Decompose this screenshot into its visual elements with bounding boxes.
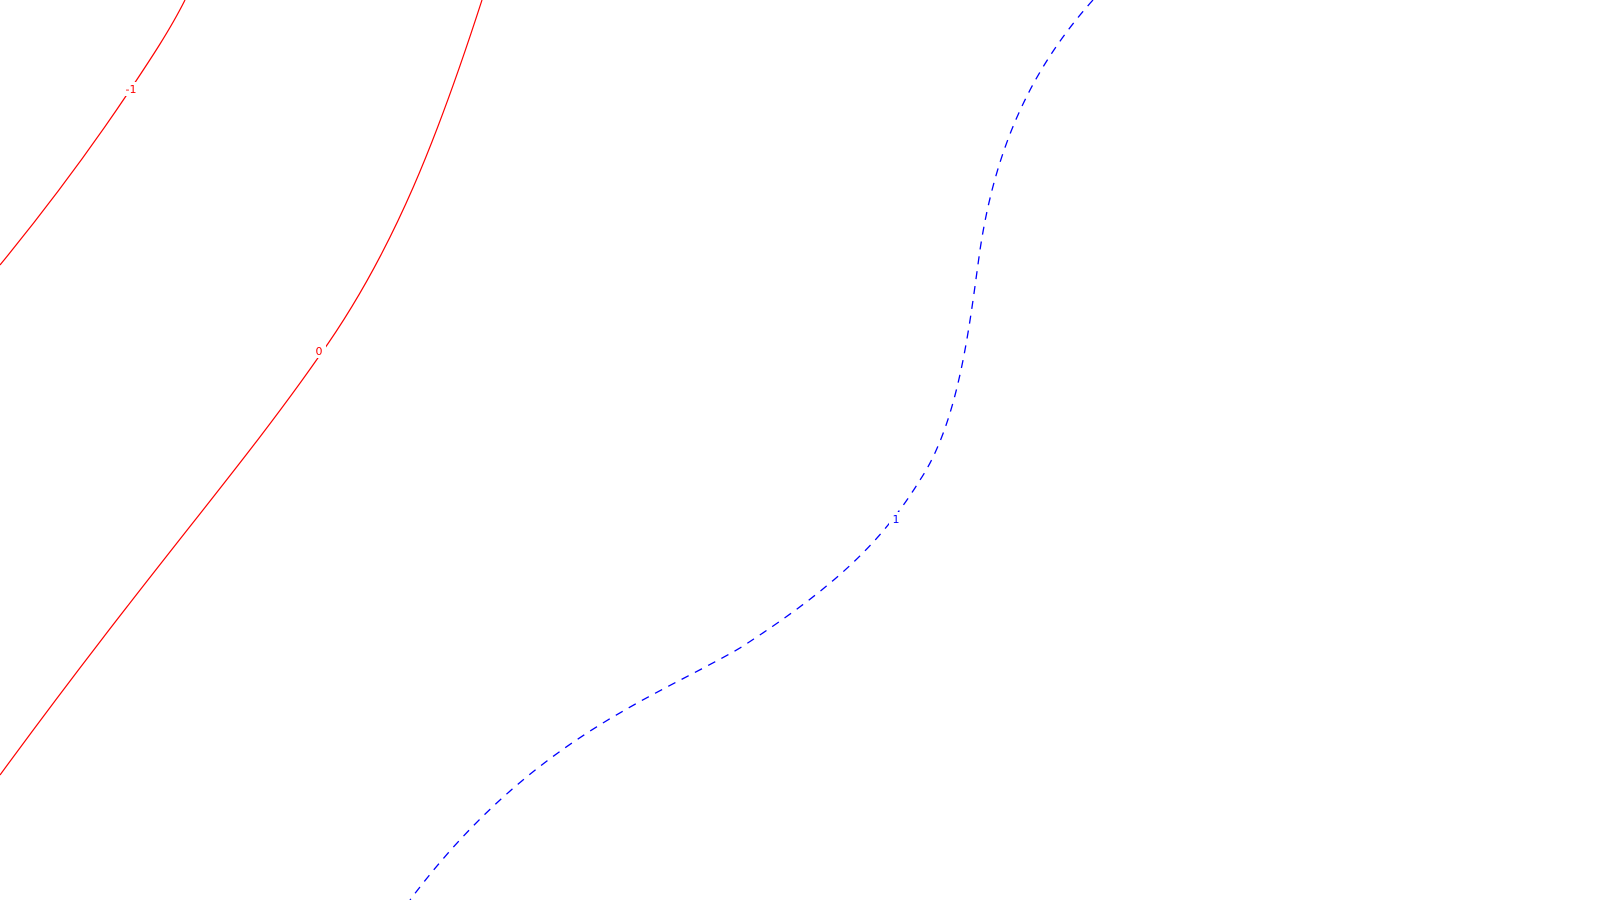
contour-line-neg1 — [0, 0, 186, 266]
contour-level-1: 1 — [409, 0, 1094, 900]
contour-label-0: 0 — [316, 345, 323, 358]
contour-level-neg1: -1 — [0, 0, 186, 266]
contour-label-bg-1 — [889, 512, 903, 526]
contour-label-bg-neg1 — [122, 82, 140, 96]
contour-label-neg1: -1 — [126, 83, 137, 96]
contour-label-bg-0 — [312, 344, 326, 358]
contour-label-1: 1 — [893, 513, 900, 526]
contour-level-0: 0 — [0, 0, 483, 776]
contour-line-0 — [0, 0, 483, 776]
contour-line-1 — [409, 0, 1094, 900]
